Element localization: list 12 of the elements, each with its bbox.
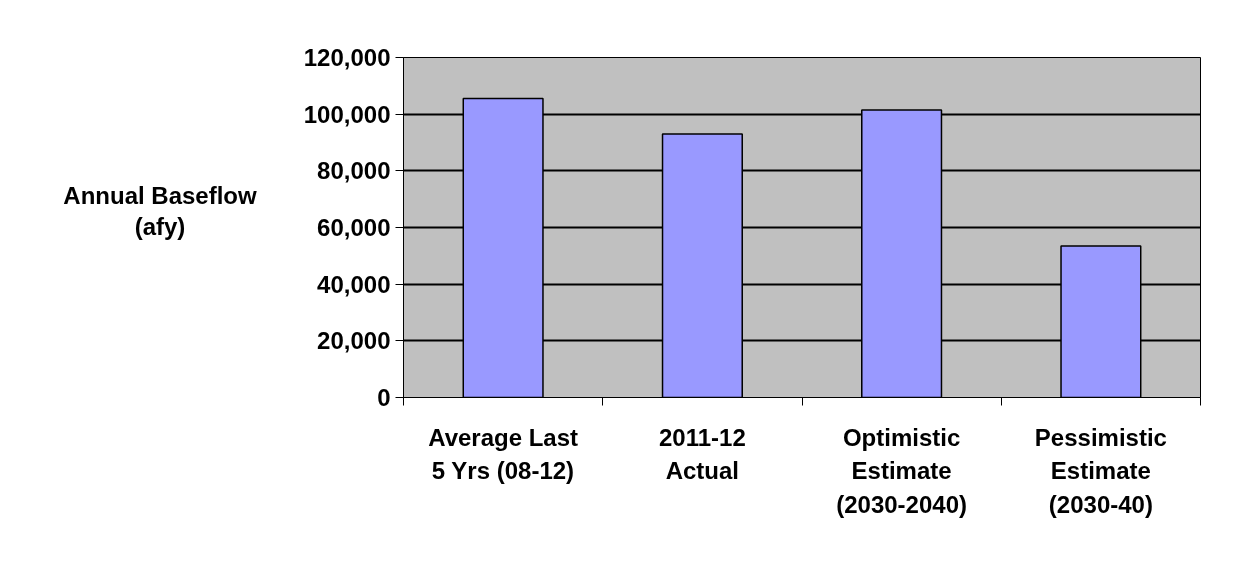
y-tick-label: 60,000	[317, 214, 391, 241]
x-tick-label: Optimistic Estimate (2030-2040)	[836, 423, 968, 518]
x-tick-label: Average Last 5 Yrs (08-12)	[428, 423, 579, 485]
y-tick-label: 40,000	[317, 270, 391, 298]
x-tick-label: 2011-12 Actual	[659, 423, 746, 485]
y-axis-title: Annual Baseflow (afy)	[62, 181, 258, 243]
y-tick-label: 80,000	[317, 157, 391, 185]
x-tick-label: Pessimistic Estimate (2030-40)	[1034, 423, 1167, 518]
y-tick-label: 0	[377, 384, 391, 411]
y-tick-label: 120,000	[303, 44, 391, 71]
y-tick-label: 100,000	[303, 100, 391, 128]
y-tick-label: 20,000	[317, 327, 391, 355]
